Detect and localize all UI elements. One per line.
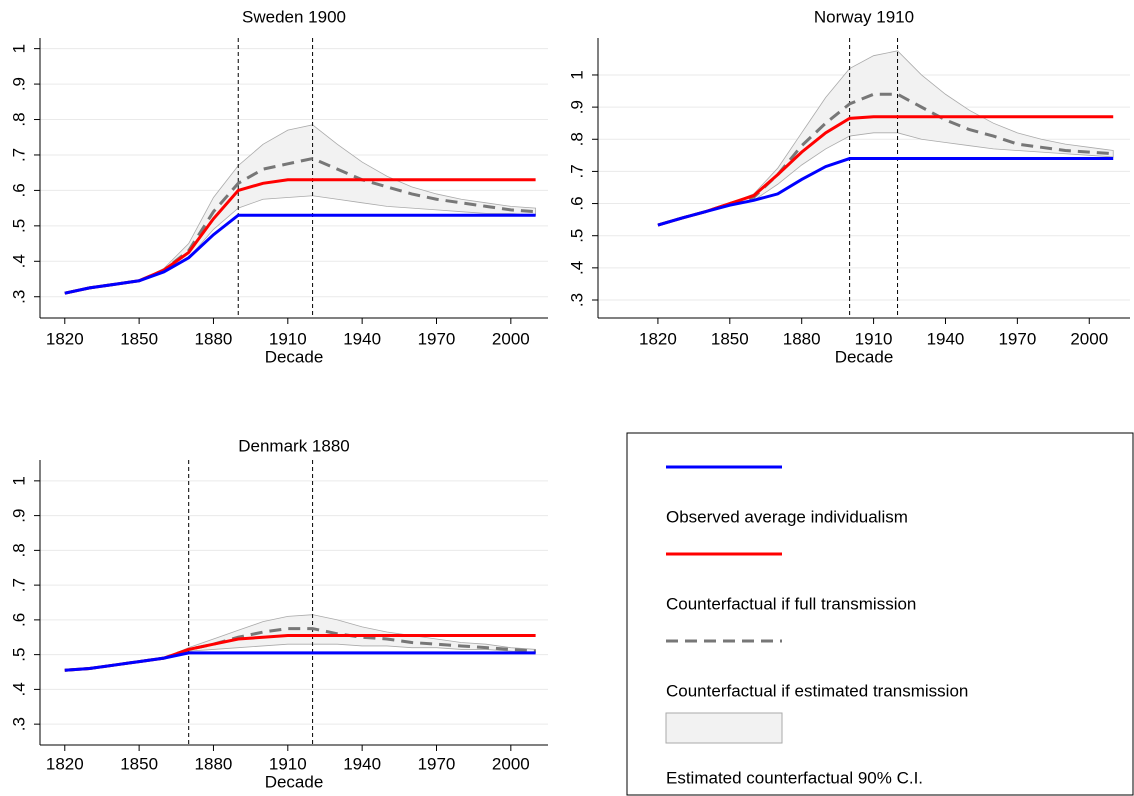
chart-title: Norway 1910 bbox=[814, 7, 914, 26]
x-tick-label: 1850 bbox=[120, 329, 158, 348]
y-tick-label: .4 bbox=[567, 261, 586, 275]
series-line bbox=[64, 651, 536, 672]
y-tick-label: .5 bbox=[9, 648, 28, 662]
y-tick-label: .4 bbox=[9, 254, 28, 268]
y-tick-label: .7 bbox=[567, 164, 586, 178]
x-tick-label: 1970 bbox=[418, 754, 456, 773]
x-tick-label: 1880 bbox=[783, 329, 821, 348]
y-tick-label: .5 bbox=[9, 219, 28, 233]
x-tick-label: 1970 bbox=[998, 329, 1036, 348]
y-tick-label: .6 bbox=[567, 196, 586, 210]
x-tick-label: 1940 bbox=[927, 329, 965, 348]
y-tick-label: .9 bbox=[567, 100, 586, 114]
y-tick-label: .8 bbox=[9, 112, 28, 126]
y-tick-label: .6 bbox=[9, 183, 28, 197]
legend-label: Estimated counterfactual 90% C.I. bbox=[666, 768, 923, 787]
y-tick-label: .6 bbox=[9, 613, 28, 627]
x-tick-label: 2000 bbox=[492, 754, 530, 773]
x-tick-label: 1940 bbox=[343, 754, 381, 773]
y-tick-label: .3 bbox=[567, 293, 586, 307]
y-tick-label: .3 bbox=[9, 290, 28, 304]
x-tick-label: 1970 bbox=[418, 329, 456, 348]
chart-title: Denmark 1880 bbox=[238, 436, 350, 455]
legend-symbol bbox=[665, 712, 783, 744]
ci-band bbox=[64, 614, 537, 671]
ci-band bbox=[657, 50, 1114, 226]
chart-title: Sweden 1900 bbox=[242, 7, 346, 26]
y-tick-label: 1 bbox=[567, 70, 586, 79]
legend-label: Observed average individualism bbox=[666, 507, 908, 526]
ci-band bbox=[64, 124, 537, 294]
x-tick-label: 1940 bbox=[343, 329, 381, 348]
x-tick-label: 1850 bbox=[711, 329, 749, 348]
y-tick-label: 1 bbox=[9, 44, 28, 53]
series-line bbox=[657, 157, 1114, 227]
x-tick-label: 1820 bbox=[639, 329, 677, 348]
x-tick-label: 2000 bbox=[492, 329, 530, 348]
y-tick-label: .9 bbox=[9, 509, 28, 523]
x-tick-label: 1820 bbox=[46, 329, 84, 348]
y-tick-label: .7 bbox=[9, 148, 28, 162]
y-tick-label: .8 bbox=[567, 132, 586, 146]
x-axis-label: Decade bbox=[835, 347, 894, 366]
y-tick-label: .3 bbox=[9, 717, 28, 731]
x-axis-label: Decade bbox=[265, 347, 324, 366]
x-tick-label: 1820 bbox=[46, 754, 84, 773]
series-line bbox=[657, 115, 1114, 227]
series-line bbox=[64, 213, 536, 295]
x-tick-label: 1910 bbox=[269, 329, 307, 348]
legend-label: Counterfactual if full transmission bbox=[666, 594, 916, 613]
x-axis-label: Decade bbox=[265, 772, 324, 791]
y-tick-label: .9 bbox=[9, 77, 28, 91]
x-tick-label: 1910 bbox=[269, 754, 307, 773]
x-tick-label: 1850 bbox=[120, 754, 158, 773]
legend-label: Counterfactual if estimated transmission bbox=[666, 681, 968, 700]
x-tick-label: 1910 bbox=[855, 329, 893, 348]
y-tick-label: .7 bbox=[9, 578, 28, 592]
y-tick-label: 1 bbox=[9, 476, 28, 485]
y-tick-label: .4 bbox=[9, 682, 28, 696]
x-tick-label: 2000 bbox=[1070, 329, 1108, 348]
y-tick-label: .5 bbox=[567, 229, 586, 243]
x-tick-label: 1880 bbox=[195, 329, 233, 348]
x-tick-label: 1880 bbox=[195, 754, 233, 773]
y-tick-label: .8 bbox=[9, 543, 28, 557]
